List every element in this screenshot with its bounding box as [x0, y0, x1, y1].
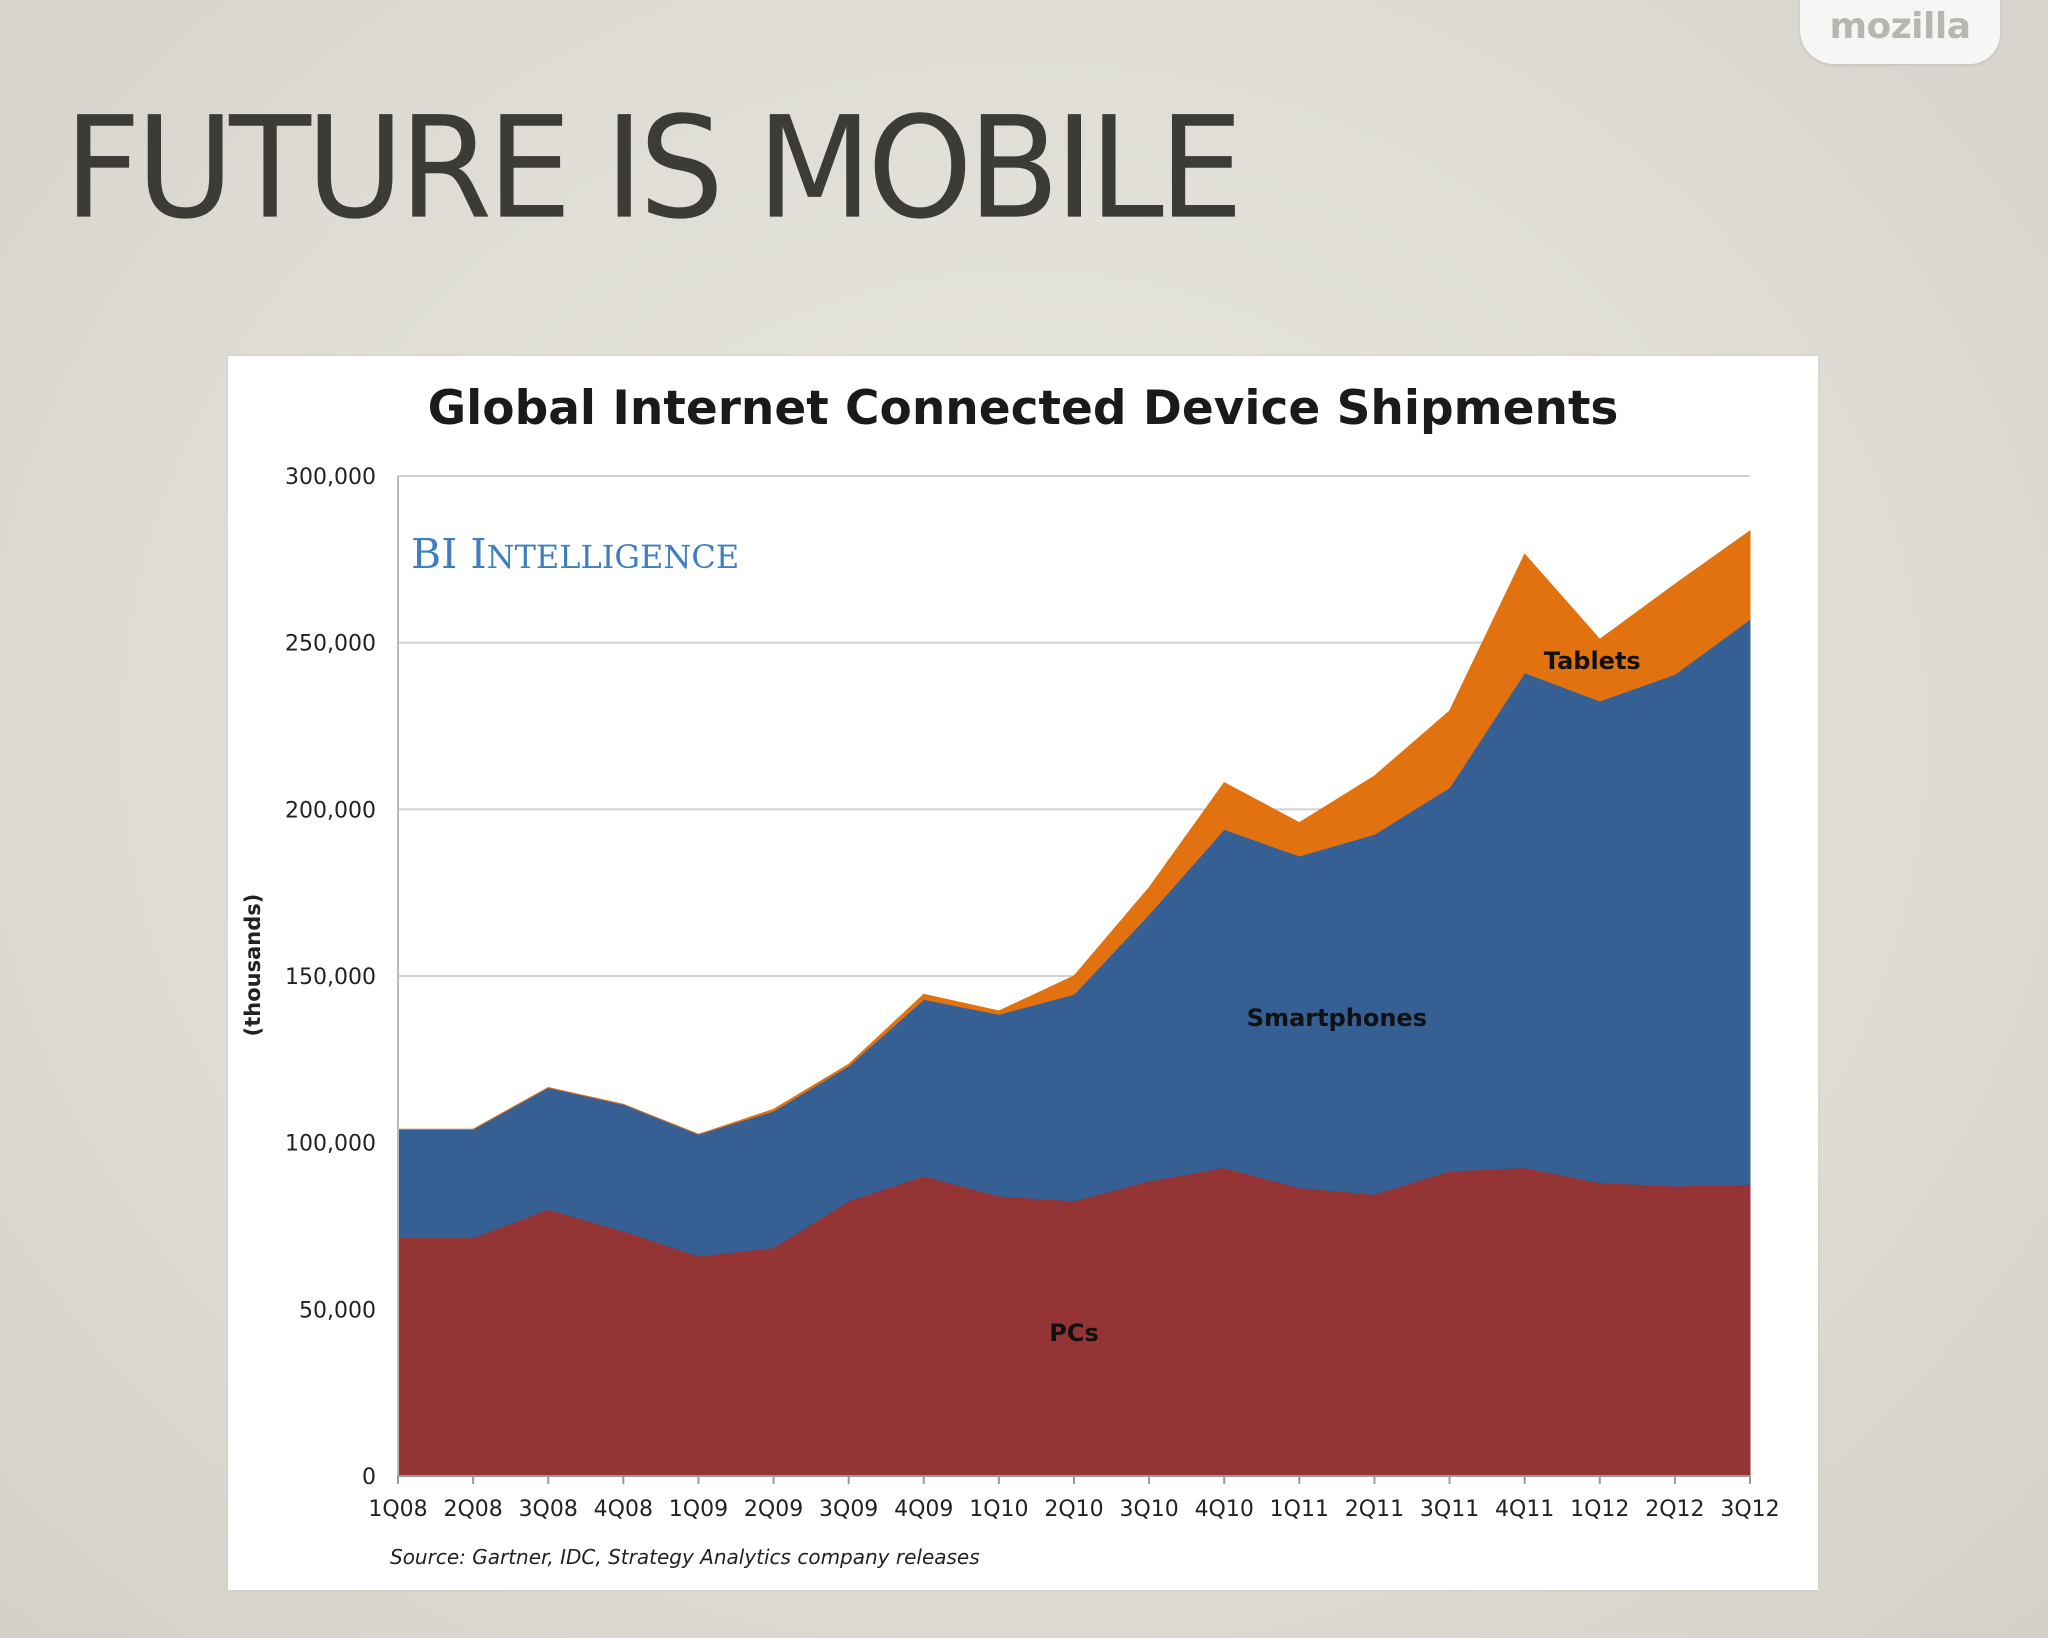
- x-tick-label: 1Q12: [1570, 1497, 1629, 1522]
- y-tick-label: 50,000: [299, 1298, 376, 1323]
- y-tick-label: 0: [362, 1465, 376, 1490]
- x-tick-label: 4Q08: [594, 1497, 653, 1522]
- bi-intelligence-watermark: BI INTELLIGENCE: [411, 530, 739, 578]
- x-tick-label: 2Q09: [744, 1497, 803, 1522]
- y-axis-label: (thousands): [241, 894, 265, 1037]
- x-tick-label: 2Q10: [1044, 1497, 1103, 1522]
- x-tick-label: 3Q12: [1720, 1497, 1779, 1522]
- tablets-area: [398, 530, 1751, 1135]
- tablets-label: Tablets: [1544, 647, 1641, 675]
- mozilla-logo-tab: mozilla: [1800, 0, 2000, 64]
- mozilla-logo-text: mozilla: [1829, 6, 1971, 47]
- x-tick-label: 2Q08: [443, 1497, 502, 1522]
- y-tick-label: 100,000: [285, 1132, 376, 1157]
- smartphones-area: [397, 618, 1751, 1257]
- source-note: Source: Gartner, IDC, Strategy Analytics…: [390, 1545, 980, 1569]
- x-tick-label: 3Q08: [519, 1497, 578, 1522]
- y-tick-label: 200,000: [285, 798, 376, 823]
- x-tick-label: 4Q10: [1195, 1497, 1254, 1522]
- x-tick-label: 1Q10: [969, 1497, 1028, 1522]
- x-tick-label: 3Q10: [1119, 1497, 1178, 1522]
- x-tick-label: 1Q11: [1270, 1497, 1329, 1522]
- x-tick-label: 2Q12: [1645, 1497, 1704, 1522]
- x-tick-label: 4Q11: [1495, 1497, 1554, 1522]
- x-tick-label: 1Q08: [368, 1497, 427, 1522]
- y-tick-label: 300,000: [285, 465, 376, 490]
- chart-card: 0 50,000 100,000 150,000 200,000 250,000 300,0…: [228, 356, 1818, 1590]
- smartphones-label: Smartphones: [1247, 1004, 1427, 1032]
- slide-title: FUTURE IS MOBILE: [64, 86, 1243, 251]
- stacked-area-chart: 0 50,000 100,000 150,000 200,000 250,000 300,0…: [241, 381, 1780, 1569]
- pcs-label: PCs: [1049, 1319, 1099, 1347]
- x-tick-label: 3Q11: [1420, 1497, 1479, 1522]
- x-tick-label: 2Q11: [1345, 1497, 1404, 1522]
- y-tick-label: 250,000: [285, 632, 376, 657]
- x-tick-label: 3Q09: [819, 1497, 878, 1522]
- y-tick-label: 150,000: [285, 965, 376, 990]
- chart-title: Global Internet Connected Device Shipmen…: [428, 381, 1619, 436]
- x-tick-label: 4Q09: [894, 1497, 953, 1522]
- x-tick-label: 1Q09: [669, 1497, 728, 1522]
